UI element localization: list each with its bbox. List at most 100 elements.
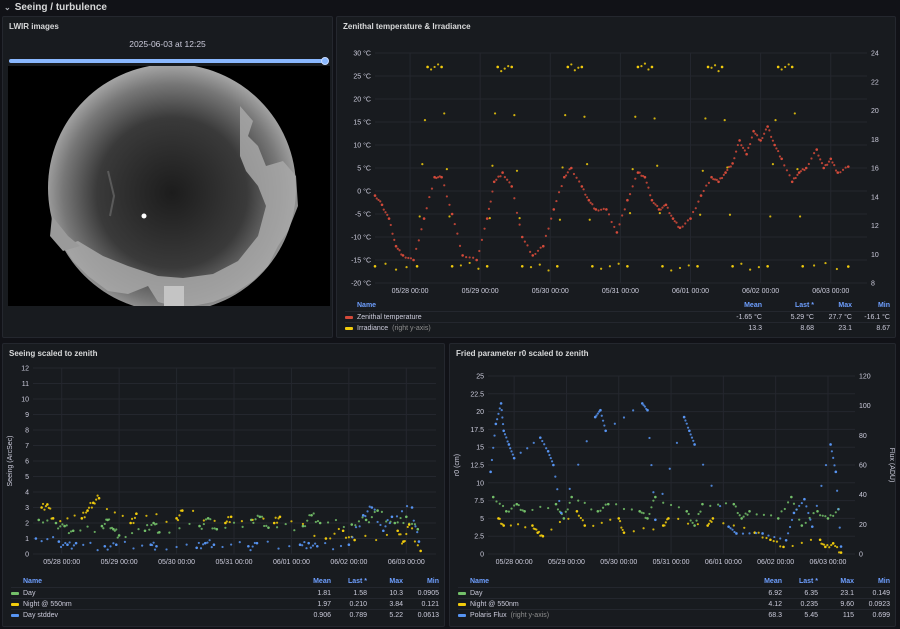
data-point — [798, 504, 801, 508]
fried-chart[interactable]: 0 2.5 5 7.5 10 12.5 15 17.5 20 22.5 25 0 20 40 60 80 100… — [450, 358, 896, 583]
legend-row-polaris-flux[interactable]: Polaris Flux (right y-axis) 68.3 5.45 11… — [458, 609, 890, 620]
data-point — [615, 503, 618, 506]
data-point — [826, 163, 829, 166]
data-point — [85, 511, 88, 514]
data-point — [726, 166, 729, 169]
data-point — [638, 171, 641, 174]
legend-row-day-stddev[interactable]: Day stddev 0.906 0.789 5.22 0.0613 — [11, 609, 439, 620]
legend-row-day[interactable]: Day 6.92 6.35 23.1 0.149 — [458, 587, 890, 598]
data-point — [400, 542, 404, 545]
data-point — [344, 536, 348, 539]
data-point — [238, 541, 241, 544]
data-point — [547, 506, 550, 510]
data-point — [402, 521, 405, 525]
data-point — [646, 517, 649, 520]
data-point — [552, 208, 556, 211]
data-point — [224, 521, 227, 525]
data-point — [284, 522, 287, 526]
data-point — [450, 264, 454, 268]
data-point — [727, 525, 730, 528]
y-tick-label: 5 °C — [357, 165, 371, 173]
data-point — [202, 522, 205, 526]
data-point — [489, 200, 492, 203]
x-tick-label: 06/03 00:00 — [388, 559, 425, 566]
data-point — [386, 518, 389, 522]
y-tick-label: 10 °C — [353, 142, 371, 150]
legend-row-night-550nm[interactable]: Night @ 550nm 1.97 0.210 3.84 0.121 — [11, 598, 439, 609]
data-point — [137, 528, 140, 531]
data-point — [756, 134, 759, 137]
data-point — [742, 146, 745, 149]
data-point — [640, 402, 644, 405]
data-point — [206, 541, 209, 544]
data-point — [272, 521, 276, 525]
row-title: Seeing / turbulence — [14, 1, 107, 13]
data-point — [715, 178, 718, 181]
data-point — [301, 524, 305, 528]
data-point — [577, 499, 580, 502]
data-point — [824, 261, 827, 265]
data-point — [779, 537, 782, 540]
data-point — [707, 181, 711, 185]
data-point — [592, 524, 595, 527]
data-point — [631, 185, 634, 188]
data-point — [251, 545, 254, 548]
data-point — [416, 531, 419, 534]
time-slider-track[interactable] — [9, 59, 328, 63]
legend-row-irradiance[interactable]: Irradiance (right y-axis) 13.3 8.68 23.1… — [345, 322, 890, 333]
y-tick-label: 0 — [25, 552, 29, 559]
data-point — [200, 527, 203, 530]
data-point — [510, 450, 513, 453]
data-point — [301, 544, 304, 547]
data-point — [634, 115, 637, 118]
data-point — [117, 534, 121, 537]
chevron-down-icon[interactable]: ⌄ — [4, 2, 11, 12]
zenith-chart[interactable]: -20 °C -15 °C -10 °C -5 °C 0 °C 5 °C 10 °C 15 °… — [337, 35, 896, 320]
data-point — [741, 532, 745, 535]
legend-row-day[interactable]: Day 1.81 1.58 10.3 0.0905 — [11, 587, 439, 598]
data-point — [152, 541, 155, 544]
data-point — [822, 543, 826, 546]
data-point — [697, 512, 700, 516]
data-point — [417, 540, 421, 543]
data-point — [580, 65, 584, 69]
data-point — [584, 193, 587, 196]
series-color-swatch — [345, 315, 353, 319]
data-point — [775, 540, 779, 543]
x-tick-label: 06/03 00:00 — [809, 559, 846, 566]
data-point — [734, 505, 737, 508]
data-point — [795, 508, 798, 511]
data-point — [513, 114, 516, 117]
data-point — [536, 249, 540, 252]
data-point — [771, 162, 775, 166]
data-point — [623, 208, 626, 211]
data-point — [491, 164, 494, 167]
data-point — [697, 200, 700, 203]
time-slider-thumb[interactable] — [321, 57, 329, 65]
data-point — [202, 519, 205, 522]
panel-lwir-images: LWIR images 2025-06-03 at 12:25 — [2, 16, 333, 338]
data-point — [203, 541, 207, 545]
data-point — [502, 524, 505, 527]
data-point — [799, 170, 803, 173]
data-point — [717, 180, 720, 184]
data-point — [64, 541, 67, 545]
data-point — [181, 509, 184, 512]
data-point — [556, 264, 559, 268]
data-point — [73, 514, 76, 517]
panel-title: Fried parameter r0 scaled to zenith — [456, 349, 589, 358]
data-point — [693, 524, 696, 527]
row-header-seeing[interactable]: ⌄ Seeing / turbulence — [0, 0, 900, 14]
data-point — [701, 502, 704, 506]
data-point — [249, 549, 252, 552]
legend-row-zenithal-temperature[interactable]: Zenithal temperature -1.65 °C 5.29 °C 27… — [345, 311, 890, 322]
data-point — [790, 495, 793, 499]
data-point — [844, 166, 847, 169]
data-point — [213, 519, 216, 522]
data-point — [816, 509, 819, 513]
data-point — [121, 514, 124, 517]
data-point — [705, 184, 708, 187]
data-point — [277, 547, 280, 550]
legend-row-night-550nm[interactable]: Night @ 550nm 4.12 0.235 9.60 0.0923 — [458, 598, 890, 609]
